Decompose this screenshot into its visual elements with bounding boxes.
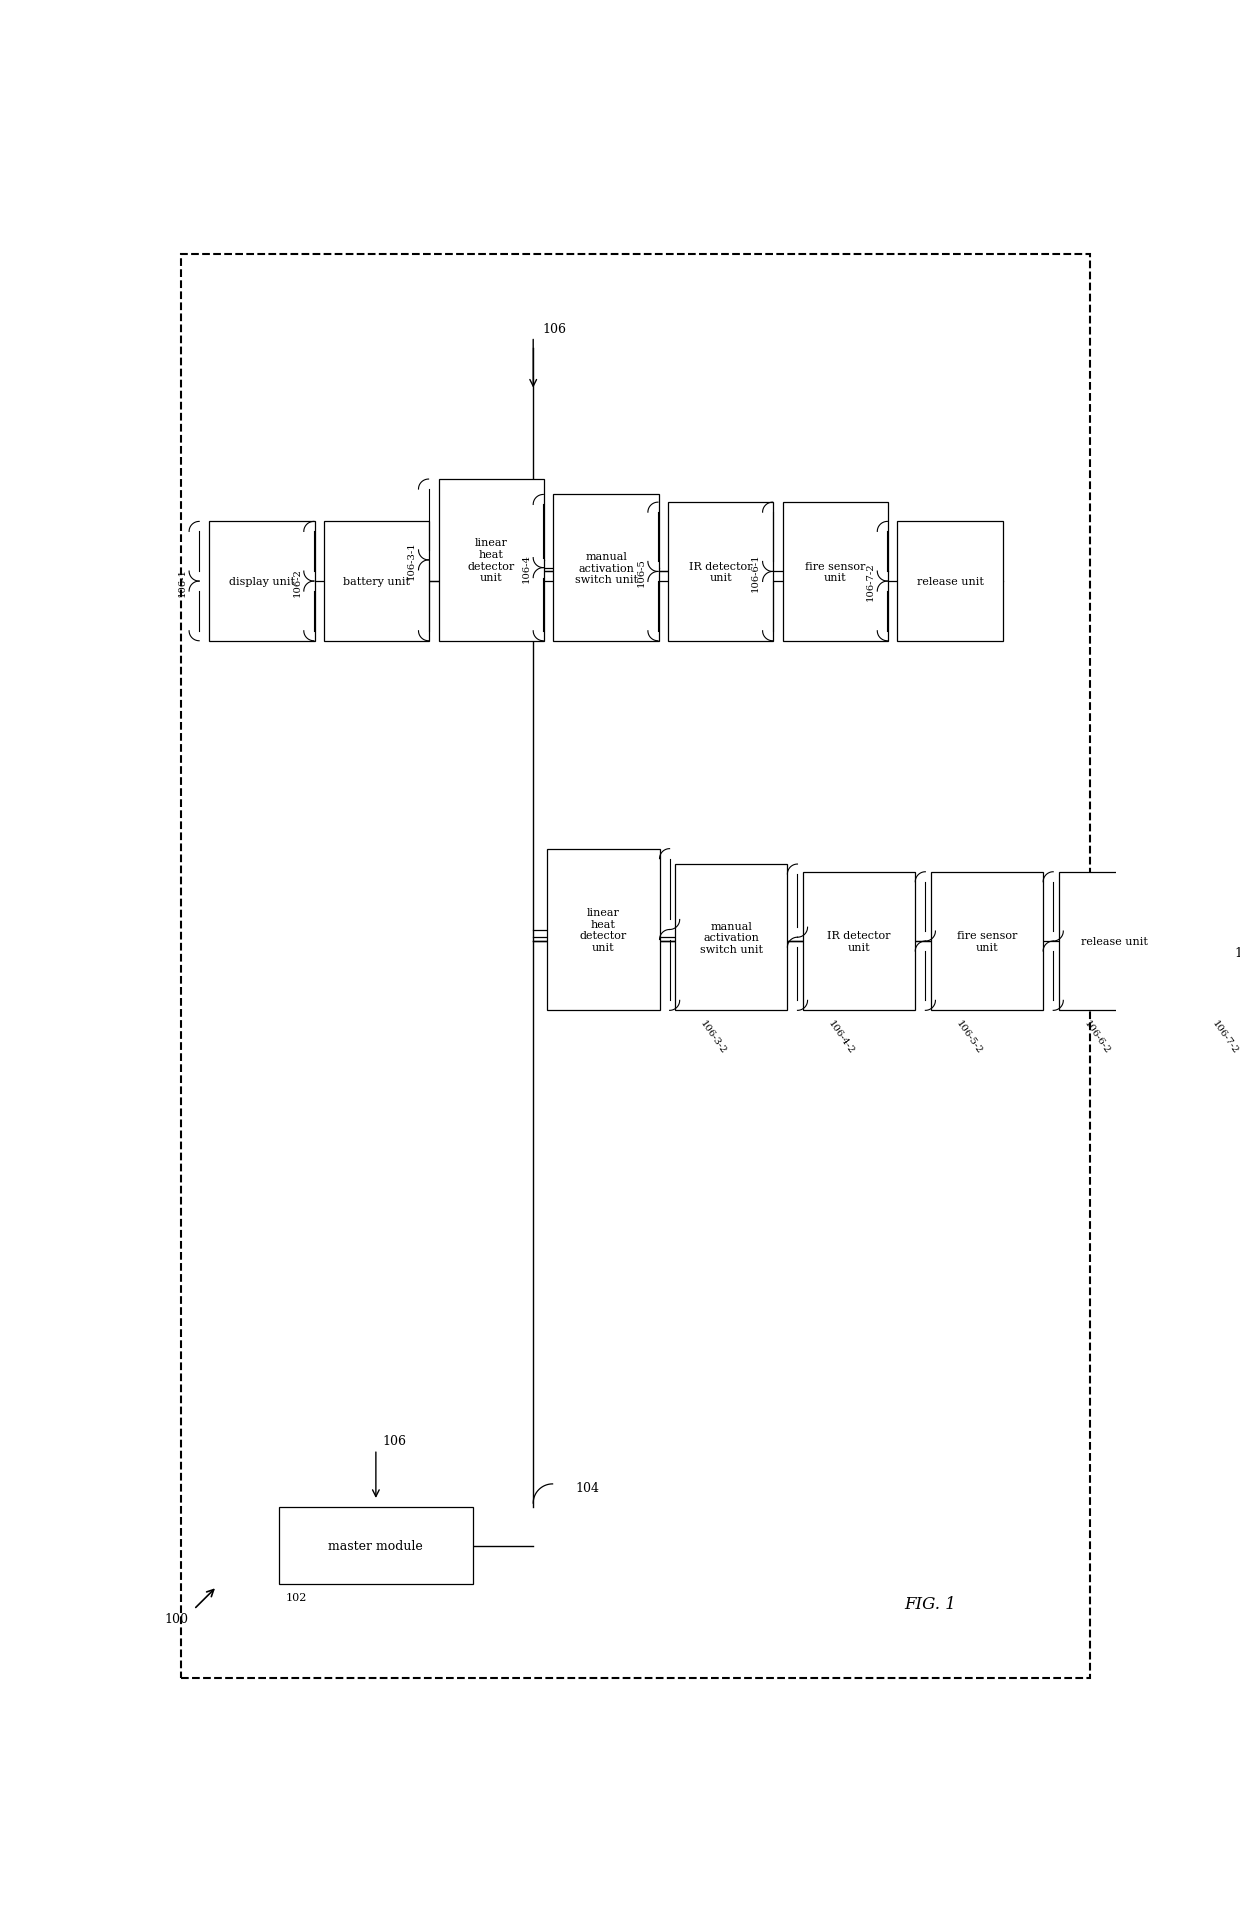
Text: 104: 104 xyxy=(575,1481,600,1495)
Text: 106-5: 106-5 xyxy=(636,557,646,586)
Text: manual
activation
switch unit: manual activation switch unit xyxy=(699,921,763,955)
Text: 106-6-1: 106-6-1 xyxy=(751,553,760,591)
Text: 106: 106 xyxy=(382,1434,405,1447)
Text: fire sensor
unit: fire sensor unit xyxy=(805,561,866,584)
FancyBboxPatch shape xyxy=(439,480,544,641)
Text: battery unit: battery unit xyxy=(343,576,410,588)
Text: 106-7-2: 106-7-2 xyxy=(866,563,875,601)
Text: linear
heat
detector
unit: linear heat detector unit xyxy=(580,907,627,953)
Text: 106-6-2: 106-6-2 xyxy=(1081,1018,1111,1055)
Text: fire sensor
unit: fire sensor unit xyxy=(957,930,1017,953)
Text: 106: 106 xyxy=(543,323,567,335)
FancyBboxPatch shape xyxy=(675,865,787,1011)
Text: 102: 102 xyxy=(285,1592,306,1602)
Text: IR detector
unit: IR detector unit xyxy=(689,561,753,584)
Text: manual
activation
switch unit: manual activation switch unit xyxy=(574,551,637,586)
Text: 100: 100 xyxy=(165,1614,188,1625)
FancyBboxPatch shape xyxy=(279,1506,472,1585)
Text: IR detector
unit: IR detector unit xyxy=(827,930,890,953)
Text: linear
heat
detector
unit: linear heat detector unit xyxy=(467,538,515,584)
FancyBboxPatch shape xyxy=(324,523,429,641)
Text: release unit: release unit xyxy=(1081,936,1148,947)
FancyBboxPatch shape xyxy=(931,873,1043,1011)
FancyBboxPatch shape xyxy=(804,873,915,1011)
FancyBboxPatch shape xyxy=(553,496,658,641)
FancyBboxPatch shape xyxy=(898,523,1003,641)
Text: 106-3-1: 106-3-1 xyxy=(407,542,417,580)
Text: 108: 108 xyxy=(1235,947,1240,959)
Text: 106-5-2: 106-5-2 xyxy=(954,1018,983,1055)
FancyBboxPatch shape xyxy=(1059,873,1171,1011)
FancyBboxPatch shape xyxy=(782,503,888,641)
Text: master module: master module xyxy=(329,1539,423,1552)
FancyBboxPatch shape xyxy=(547,850,660,1011)
Text: 106-4-2: 106-4-2 xyxy=(826,1018,856,1055)
Text: display unit: display unit xyxy=(229,576,295,588)
Text: 106-4: 106-4 xyxy=(522,553,531,582)
Text: FIG. 1: FIG. 1 xyxy=(904,1594,956,1612)
FancyBboxPatch shape xyxy=(210,523,315,641)
Text: 106-3-2: 106-3-2 xyxy=(698,1018,728,1055)
Text: 106-7-2: 106-7-2 xyxy=(1210,1018,1239,1055)
FancyBboxPatch shape xyxy=(668,503,774,641)
Text: 106-2: 106-2 xyxy=(293,567,301,595)
Text: release unit: release unit xyxy=(916,576,983,588)
Text: 106-1: 106-1 xyxy=(177,567,187,597)
